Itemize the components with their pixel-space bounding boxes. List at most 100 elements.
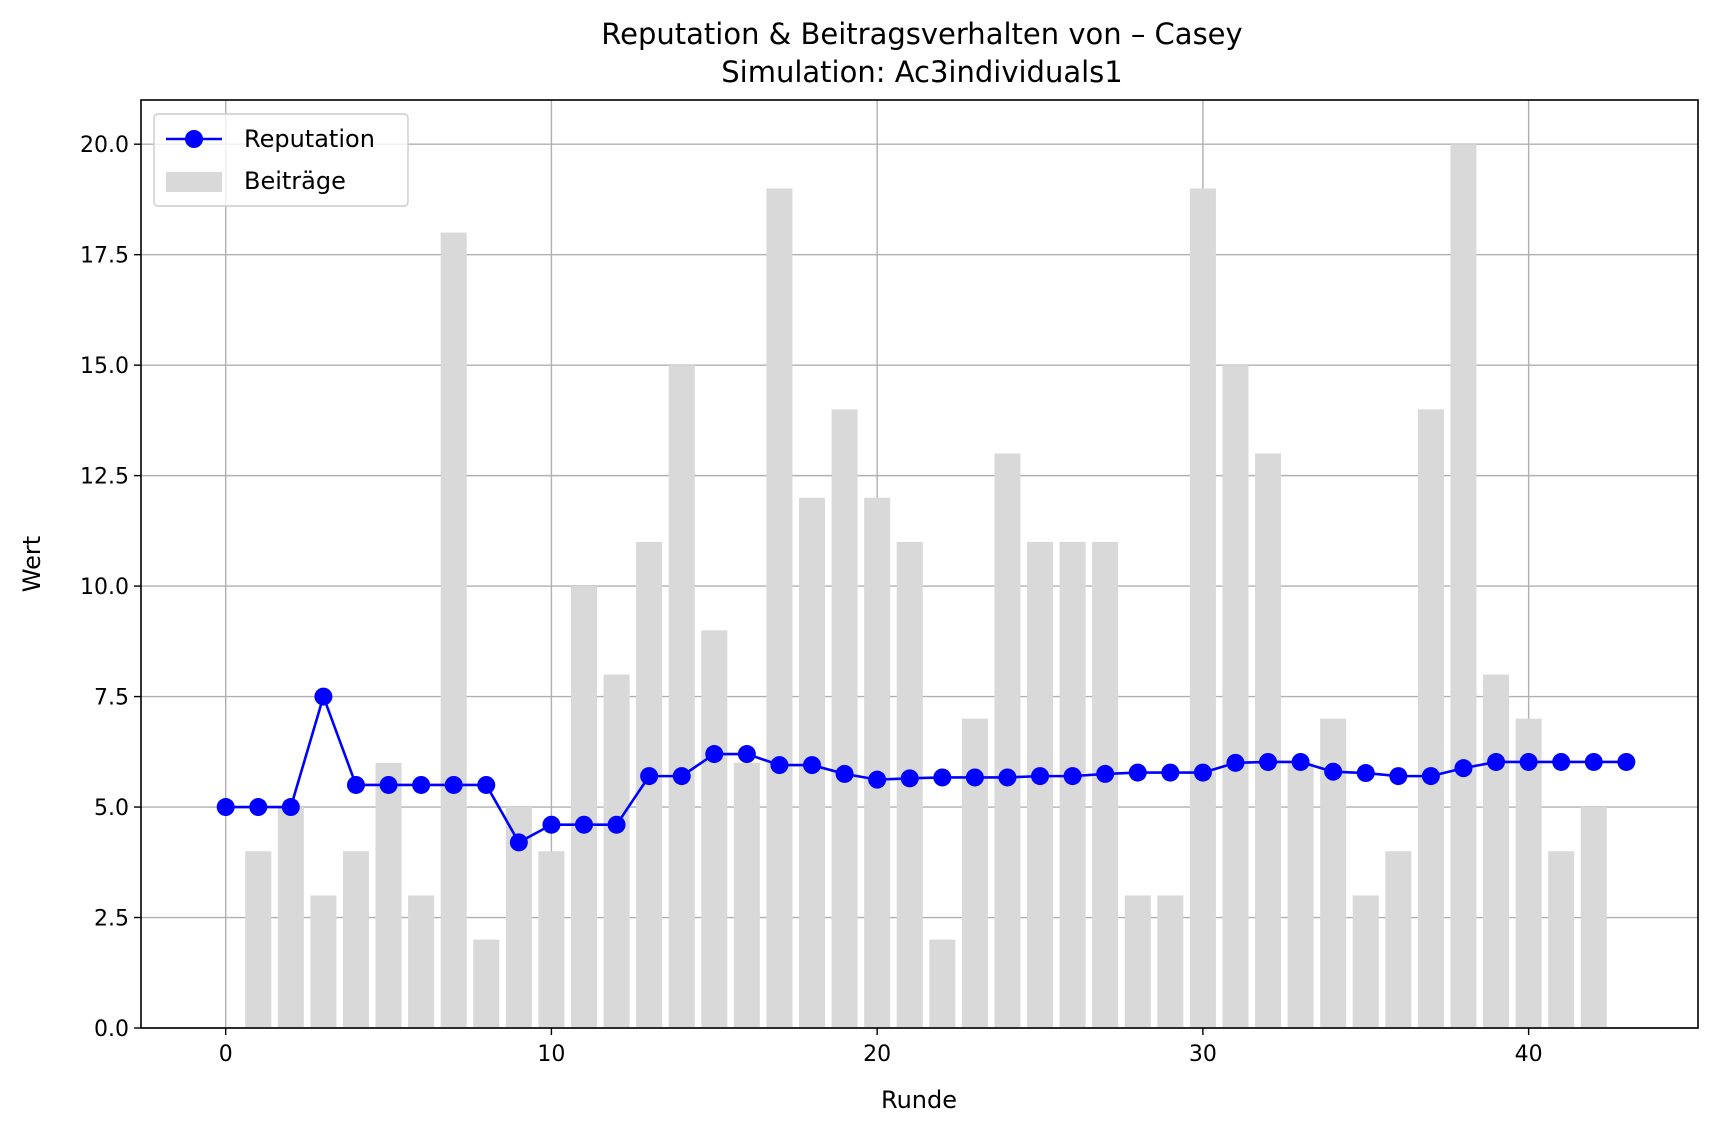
reputation-point — [1324, 762, 1343, 781]
contribution-bar — [766, 188, 793, 1028]
contribution-bar — [603, 674, 630, 1028]
contribution-bar — [1124, 895, 1151, 1028]
contribution-bar — [701, 630, 728, 1028]
contribution-bar — [375, 762, 402, 1028]
contribution-bar — [1580, 807, 1607, 1028]
reputation-point — [1421, 767, 1440, 786]
reputation-point — [1226, 753, 1245, 772]
contribution-bar — [538, 851, 565, 1028]
reputation-line — [216, 687, 1636, 852]
reputation-point — [1096, 764, 1115, 783]
reputation-point — [281, 798, 300, 817]
bars — [245, 144, 1607, 1029]
reputation-point — [379, 775, 398, 794]
reputation-point — [314, 687, 333, 706]
reputation-point — [509, 833, 528, 852]
y-tick-label: 20.0 — [80, 133, 129, 158]
reputation-point — [933, 768, 952, 787]
x-tick-label: 30 — [1189, 1042, 1217, 1067]
y-axis-label: Wert — [18, 536, 46, 592]
chart-title: Reputation & Beitragsverhalten von – Cas… — [601, 17, 1242, 51]
contribution-bar — [929, 939, 956, 1028]
contribution-bar — [1222, 365, 1249, 1029]
y-tick-label: 0.0 — [94, 1017, 129, 1042]
reputation-point — [1291, 752, 1310, 771]
contribution-bar — [408, 895, 435, 1028]
legend-beitraege-swatch — [166, 172, 222, 192]
x-tick-label: 0 — [219, 1042, 233, 1067]
reputation-point — [1617, 752, 1636, 771]
x-ticks: 0 10 20 30 40 — [219, 1028, 1543, 1067]
contribution-bar — [277, 807, 304, 1028]
x-tick-label: 20 — [863, 1042, 891, 1067]
reputation-point — [1356, 764, 1375, 783]
contribution-bar — [473, 939, 500, 1028]
contribution-bar — [1189, 188, 1216, 1028]
legend-reputation-marker — [185, 130, 203, 148]
contribution-bar — [310, 895, 337, 1028]
reputation-point — [1128, 763, 1147, 782]
contribution-bar — [961, 718, 988, 1028]
reputation-point — [900, 769, 919, 788]
contribution-bar — [994, 453, 1021, 1028]
reputation-point — [965, 768, 984, 787]
reputation-point — [1519, 752, 1538, 771]
reputation-point — [998, 768, 1017, 787]
contribution-bar — [1483, 674, 1510, 1028]
contribution-bar — [1352, 895, 1379, 1028]
x-tick-label: 40 — [1515, 1042, 1543, 1067]
contribution-bar — [440, 232, 467, 1029]
contribution-bar — [668, 365, 695, 1029]
y-tick-label: 7.5 — [94, 686, 129, 711]
y-tick-label: 5.0 — [94, 796, 129, 821]
y-tick-label: 12.5 — [80, 465, 129, 490]
reputation-point — [1063, 767, 1082, 786]
reputation-point — [1259, 752, 1278, 771]
y-tick-label: 2.5 — [94, 907, 129, 932]
contribution-bar — [1287, 762, 1314, 1028]
contribution-bar — [342, 851, 370, 1028]
reputation-point — [346, 775, 365, 794]
reputation-point — [705, 745, 724, 764]
reputation-point — [607, 815, 626, 834]
reputation-point — [1161, 763, 1180, 782]
contribution-bar — [1092, 541, 1119, 1028]
contribution-bar — [1548, 851, 1575, 1028]
reputation-point — [835, 764, 854, 783]
contribution-bar — [1255, 453, 1282, 1028]
reputation-point — [672, 767, 691, 786]
reputation-point — [1031, 767, 1050, 786]
reputation-point — [477, 775, 496, 794]
reputation-point — [1389, 767, 1408, 786]
reputation-point — [770, 756, 789, 775]
reputation-point — [803, 756, 822, 775]
legend-reputation-label: Reputation — [244, 125, 375, 153]
reputation-point — [640, 767, 659, 786]
legend-beitraege-label: Beiträge — [244, 167, 346, 195]
reputation-point — [542, 815, 561, 834]
reputation-point — [1454, 759, 1473, 778]
reputation-point — [1487, 752, 1506, 771]
y-tick-label: 10.0 — [80, 575, 129, 600]
reputation-point — [1584, 752, 1603, 771]
y-ticks: 0.0 2.5 5.0 7.5 10.0 12.5 15.0 17.5 20.0 — [80, 133, 141, 1042]
y-tick-label: 15.0 — [80, 354, 129, 379]
contribution-bar — [864, 497, 891, 1028]
contribution-bar — [1385, 851, 1412, 1028]
reputation-point — [444, 775, 463, 794]
reputation-point — [216, 798, 235, 817]
reputation-point — [1193, 763, 1212, 782]
chart-subtitle: Simulation: Ac3individuals1 — [721, 55, 1122, 89]
contribution-bar — [570, 586, 598, 1028]
contribution-bar — [733, 762, 760, 1028]
reputation-point — [737, 745, 756, 764]
reputation-point — [574, 815, 593, 834]
contribution-bar — [1157, 895, 1184, 1028]
reputation-point — [868, 770, 887, 789]
reputation-point — [412, 775, 431, 794]
contribution-bar — [1417, 409, 1444, 1028]
contribution-bar — [1450, 144, 1477, 1028]
contribution-bar — [245, 851, 272, 1028]
reputation-point — [249, 798, 268, 817]
